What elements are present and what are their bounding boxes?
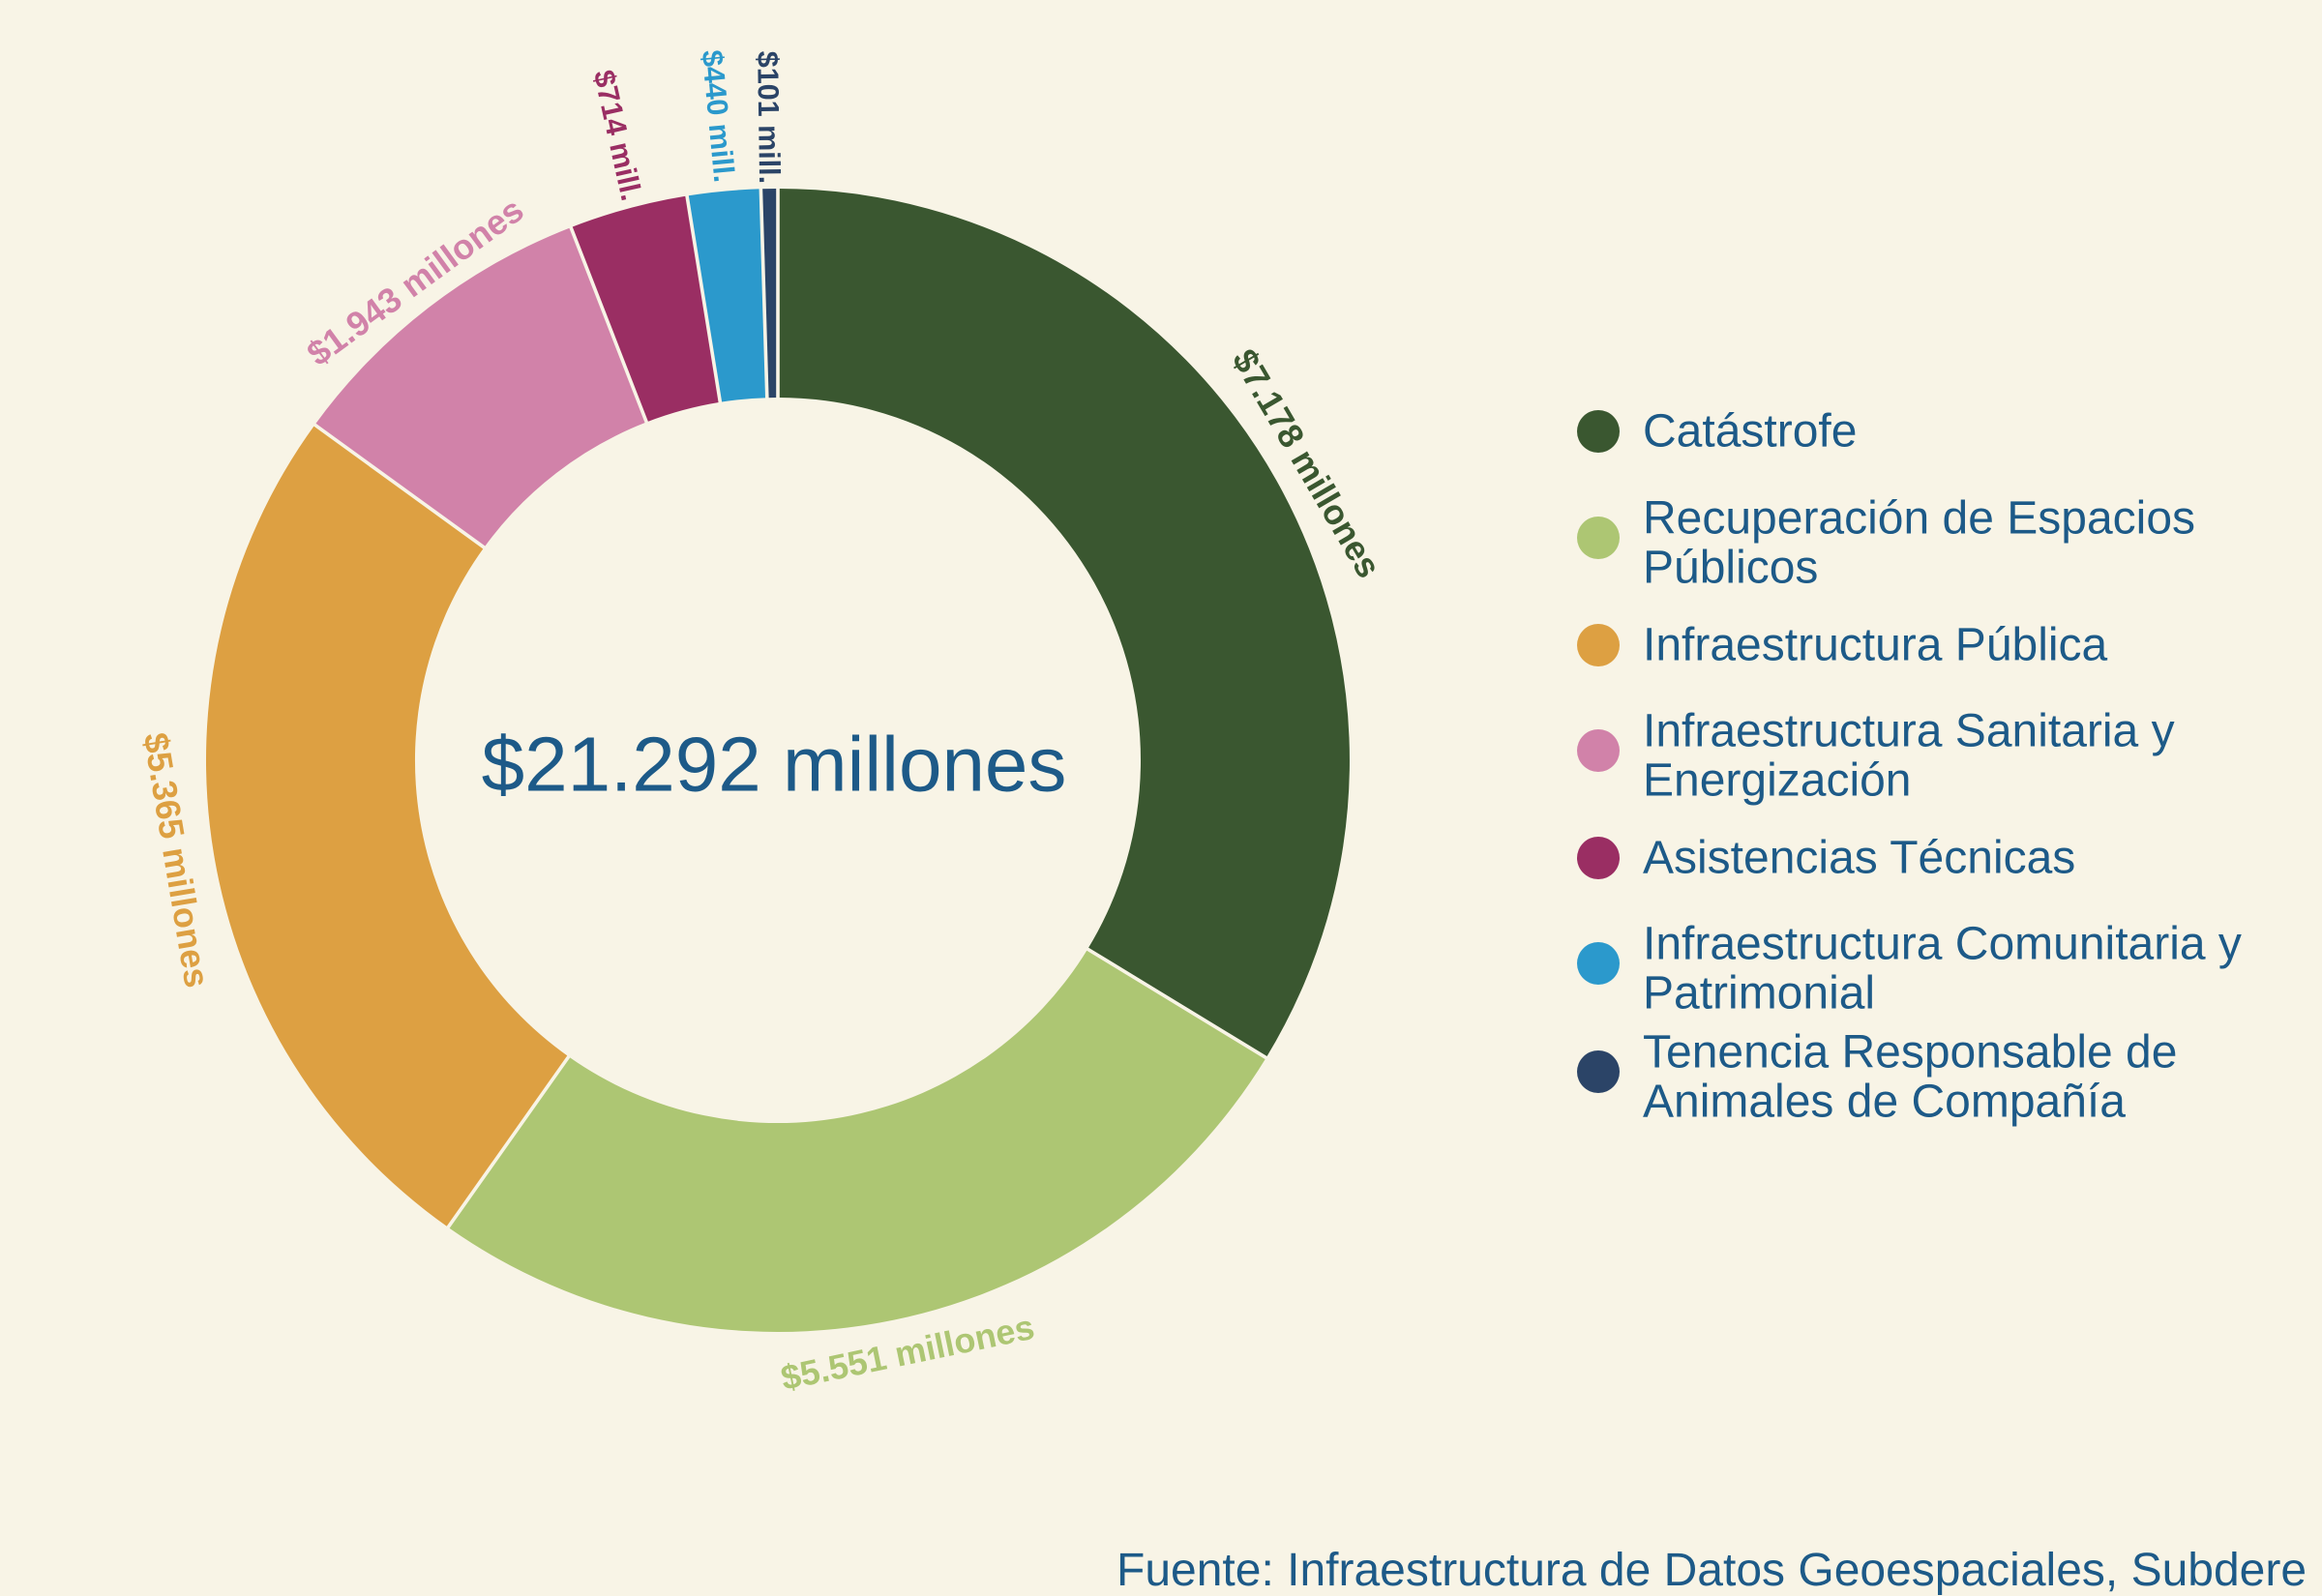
svg-text:Energización: Energización bbox=[1643, 755, 1912, 807]
svg-text:$21.292 millones: $21.292 millones bbox=[482, 722, 1067, 808]
svg-text:Recuperación de Espacios: Recuperación de Espacios bbox=[1643, 493, 2195, 545]
svg-text:Infraestructura Pública: Infraestructura Pública bbox=[1643, 620, 2108, 671]
svg-text:Fuente: Infraestructura de Dat: Fuente: Infraestructura de Datos Geoespa… bbox=[1116, 1545, 2307, 1596]
svg-text:Infraestructura Sanitaria y: Infraestructura Sanitaria y bbox=[1643, 706, 2175, 757]
svg-text:$101 mill.: $101 mill. bbox=[751, 51, 786, 185]
svg-text:Animales de Compañía: Animales de Compañía bbox=[1643, 1077, 2126, 1128]
svg-text:Públicos: Públicos bbox=[1643, 543, 1818, 594]
svg-text:Tenencia Responsable de: Tenencia Responsable de bbox=[1643, 1027, 2177, 1079]
svg-text:Patrimonial: Patrimonial bbox=[1643, 968, 1875, 1020]
svg-text:Infraestructura Comunitaria y: Infraestructura Comunitaria y bbox=[1643, 919, 2242, 970]
svg-text:Catástrofe: Catástrofe bbox=[1643, 406, 1857, 458]
svg-text:Asistencias Técnicas: Asistencias Técnicas bbox=[1643, 833, 2075, 884]
